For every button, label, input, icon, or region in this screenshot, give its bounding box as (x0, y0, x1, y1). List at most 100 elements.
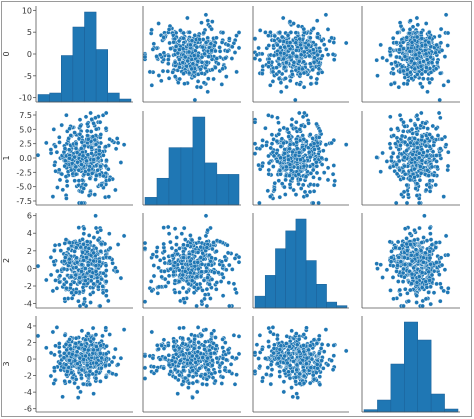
scatter-point-2-0-111 (104, 279, 109, 284)
scatter-point-0-2-102 (331, 57, 337, 63)
scatter-point-0-2-263 (266, 60, 272, 65)
scatter-point-1-0-86 (106, 166, 111, 172)
scatter-point-2-3-365 (389, 255, 394, 260)
scatter-point-2-3-389 (408, 242, 413, 247)
scatter-point-3-0-184 (75, 385, 81, 390)
scatter-point-0-1-369 (219, 82, 225, 87)
y-axis-label-0: 0 (2, 51, 11, 56)
scatter-point-0-2-369 (297, 82, 303, 87)
scatter-point-0-1-394 (191, 53, 197, 58)
scatter-point-0-2-320 (314, 76, 320, 82)
scatter-point-3-0-342 (107, 362, 112, 368)
scatter-point-3-0-344 (73, 335, 79, 341)
scatter-point-0-2-279 (297, 36, 303, 42)
scatter-point-2-0-273 (98, 227, 104, 233)
scatter-point-2-0-35 (91, 235, 97, 240)
scatter-point-1-3-377 (417, 164, 423, 169)
scatter-point-1-2-354 (277, 167, 283, 173)
scatter-point-2-1-388 (219, 271, 225, 277)
scatter-point-2-1-351 (161, 241, 166, 247)
scatter-point-0-1-397 (182, 54, 188, 60)
scatter-point-2-1-379 (198, 255, 204, 260)
scatter-point-1-3-335 (418, 110, 424, 116)
scatter-point-0-3-241 (388, 52, 393, 58)
scatter-point-2-1-367 (189, 237, 195, 243)
scatter-point-2-3-358 (408, 252, 414, 258)
scatter-point-2-0-373 (63, 237, 69, 242)
scatter-point-2-1-114 (151, 263, 157, 268)
scatter-point-2-3-309 (445, 290, 451, 295)
scatter-point-2-1-265 (166, 273, 172, 279)
scatter-point-3-0-197 (113, 372, 119, 378)
scatter-point-1-2-263 (266, 171, 272, 177)
scatter-point-0-2-318 (267, 83, 273, 88)
scatter-point-3-1-395 (204, 376, 210, 382)
scatter-point-1-0-264 (83, 182, 88, 188)
scatter-point-2-0-57 (62, 241, 68, 246)
scatter-point-2-0-384 (79, 262, 85, 268)
scatter-point-2-0-330 (81, 226, 87, 231)
scatter-point-2-0-337 (74, 255, 79, 261)
scatter-point-0-1-37 (205, 89, 210, 95)
scatter-point-0-3-341 (424, 65, 429, 70)
scatter-point-2-1-102 (161, 225, 166, 230)
scatter-point-3-1-264 (161, 337, 167, 343)
scatter-point-2-0-265 (57, 273, 63, 279)
scatter-point-3-1-229 (142, 376, 148, 381)
scatter-point-2-1-392 (203, 233, 209, 239)
scatter-point-1-3-371 (424, 167, 430, 173)
scatter-point-2-1-199 (161, 256, 167, 261)
scatter-point-2-0-393 (53, 278, 58, 283)
scatter-point-1-3-318 (441, 194, 447, 199)
ytick-label-3-2: -2 (24, 372, 32, 381)
scatter-point-1-0-367 (95, 155, 101, 161)
scatter-point-3-1-330 (172, 367, 178, 373)
scatter-point-3-2-264 (311, 337, 317, 343)
scatter-point-3-2-208 (293, 379, 298, 384)
scatter-point-0-2-273 (329, 35, 334, 41)
hist-bar-0-4 (84, 11, 97, 103)
scatter-point-1-3-289 (412, 174, 417, 180)
scatter-point-0-1-365 (186, 70, 192, 76)
scatter-point-2-3-357 (414, 280, 420, 285)
scatter-point-0-2-341 (274, 65, 279, 70)
scatter-point-2-1-397 (182, 269, 188, 274)
scatter-point-3-0-372 (107, 332, 112, 337)
scatter-point-1-3-74 (408, 118, 414, 123)
scatter-point-3-1-109 (222, 367, 228, 373)
scatter-point-1-3-229 (393, 200, 399, 206)
scatter-point-2-1-176 (220, 293, 226, 299)
scatter-point-0-1-360 (185, 58, 190, 64)
scatter-point-3-1-292 (162, 355, 168, 361)
scatter-point-3-1-208 (194, 379, 200, 384)
scatter-point-1-2-330 (330, 171, 336, 177)
ytick-label-2-5: 6 (27, 212, 32, 221)
scatter-point-1-0-368 (67, 126, 72, 131)
scatter-point-3-0-378 (67, 357, 72, 363)
scatter-point-2-1-239 (154, 245, 160, 250)
scatter-point-3-0-376 (72, 380, 77, 386)
scatter-point-3-1-365 (186, 380, 192, 386)
scatter-point-1-0-352 (84, 158, 89, 164)
scatter-point-1-0-245 (97, 119, 103, 125)
scatter-point-0-3-319 (418, 63, 424, 69)
scatter-point-3-2-263 (266, 344, 272, 350)
scatter-point-3-0-236 (91, 391, 96, 397)
scatter-point-2-1-373 (182, 237, 188, 242)
scatter-point-3-0-264 (83, 337, 88, 343)
scatter-point-1-2-387 (307, 132, 313, 137)
scatter-point-2-1-276 (203, 213, 209, 219)
scatter-point-1-2-359 (298, 186, 304, 191)
scatter-point-1-0-224 (103, 144, 109, 149)
scatter-point-2-0-84 (57, 279, 62, 285)
scatter-point-2-3-207 (395, 239, 401, 245)
scatter-point-3-1-376 (190, 380, 196, 386)
scatter-point-2-1-130 (204, 303, 210, 309)
scatter-point-3-2-388 (284, 360, 290, 366)
hist-bar-2-5 (305, 260, 317, 309)
scatter-point-2-3-320 (429, 242, 435, 248)
scatter-point-3-1-239 (154, 342, 160, 348)
scatter-point-3-1-349 (194, 353, 200, 359)
scatter-point-2-0-394 (80, 284, 86, 290)
scatter-point-3-1-171 (142, 353, 148, 359)
